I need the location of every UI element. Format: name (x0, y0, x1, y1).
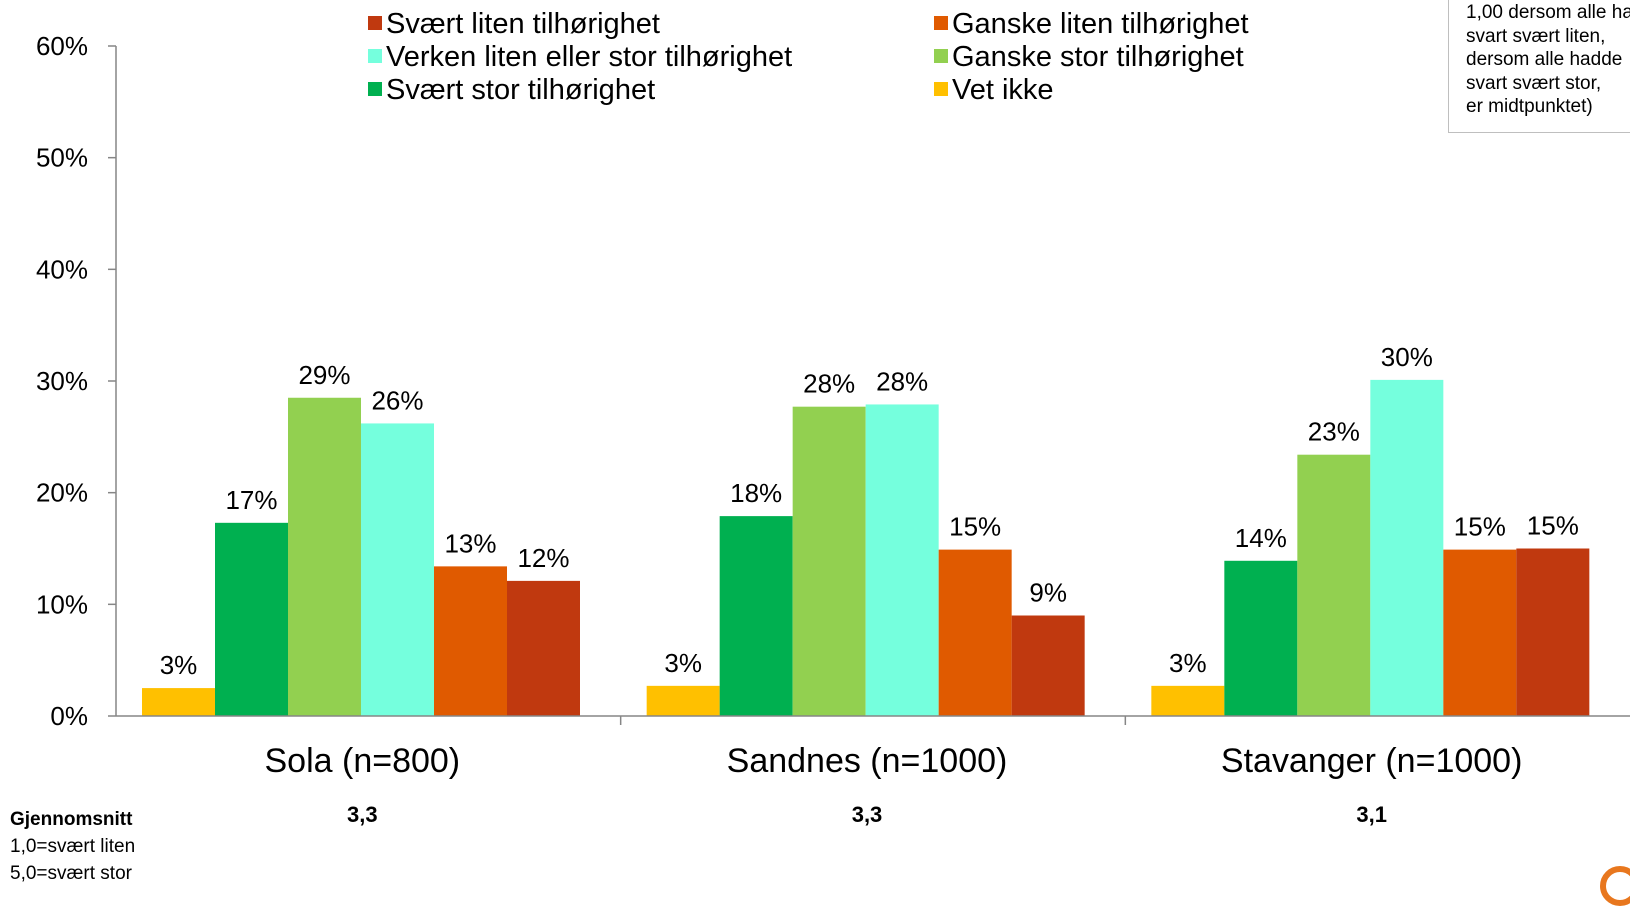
legend-label: Verken liten eller stor tilhørighet (386, 41, 792, 73)
bar-value-label: 15% (1454, 512, 1506, 542)
bar-value-label: 15% (949, 512, 1001, 542)
bar (215, 522, 288, 716)
bar-value-label: 3% (664, 648, 702, 678)
legend-swatch (368, 82, 382, 96)
bar (1011, 615, 1085, 716)
average-scale-high: 5,0=svært stor (10, 863, 132, 884)
chart-legend: Svært liten tilhørighet Ganske liten tilh… (368, 8, 1249, 106)
bar (719, 516, 793, 716)
note-line-4: svart svært stor, (1466, 72, 1602, 94)
bar-value-label: 26% (371, 385, 423, 415)
legend-swatch (934, 82, 948, 96)
x-category-label: Sandnes (n=1000) (727, 742, 1008, 780)
x-category-label: Stavanger (n=1000) (1221, 742, 1522, 780)
bar (434, 566, 507, 716)
y-tick-label: 50% (36, 143, 88, 173)
bar (938, 549, 1012, 716)
y-tick-label: 10% (36, 589, 88, 619)
y-axis: 0% 10% 20% 30% 40% 50% 60% (36, 31, 117, 731)
note-line-2: svart svært liten, (1466, 25, 1606, 47)
bar (142, 688, 215, 716)
bar-value-label: 28% (876, 366, 928, 396)
x-axis: Sola (n=800) 3,3 Sandnes (n=1000) 3,3 Stavan… (116, 715, 1630, 827)
legend-swatch (934, 49, 948, 63)
bar-groups: 3% 17% 29% 26% 13% 12% 3% 18% 28% 28% 15% 9% 3% 14% 23… (142, 342, 1590, 716)
bar (1297, 454, 1371, 716)
bar-value-label: 17% (225, 485, 277, 515)
bar (792, 406, 866, 716)
bar (507, 580, 580, 716)
bar-value-label: 23% (1308, 417, 1360, 447)
bar-value-label: 3% (160, 650, 198, 680)
bar (865, 404, 939, 716)
note-line-1: 1,00 dersom alle hadde (1466, 2, 1630, 23)
bar (1151, 685, 1225, 716)
average-value: 3,3 (852, 802, 883, 827)
legend-label: Svært liten tilhørighet (386, 8, 660, 40)
bar (646, 685, 720, 716)
logo-icon (1600, 866, 1630, 906)
bar-value-label: 30% (1381, 342, 1433, 372)
bar-chart: Svært liten tilhørighet Ganske liten tilh… (36, 8, 1630, 827)
bar-value-label: 13% (444, 528, 496, 558)
legend-label: Ganske stor tilhørighet (952, 41, 1244, 73)
bar-value-label: 29% (298, 360, 350, 390)
bar-value-label: 18% (730, 478, 782, 508)
legend-label: Svært stor tilhørighet (386, 74, 655, 106)
y-tick-label: 60% (36, 31, 88, 61)
average-legend: Gjennomsnitt 1,0=svært liten 5,0=svært s… (10, 807, 135, 887)
average-scale-low: 1,0=svært liten (10, 836, 136, 857)
bar-value-label: 14% (1235, 523, 1287, 553)
x-category-label: Sola (n=800) (265, 742, 461, 780)
legend-swatch (934, 16, 948, 30)
average-value: 3,3 (347, 802, 378, 827)
bar (1370, 379, 1444, 716)
bar-value-label: 28% (803, 369, 855, 399)
bar-value-label: 3% (1169, 648, 1207, 678)
bar (1443, 549, 1517, 716)
y-tick-label: 0% (50, 701, 88, 731)
legend-swatch (368, 16, 382, 30)
bar-value-label: 15% (1527, 511, 1579, 541)
bar-value-label: 12% (517, 543, 569, 573)
y-tick-label: 40% (36, 254, 88, 284)
average-title: Gjennomsnitt (10, 809, 133, 830)
bar (1224, 560, 1298, 716)
average-value: 3,1 (1356, 802, 1387, 827)
legend-label: Ganske liten tilhørighet (952, 8, 1249, 40)
legend-label: Vet ikke (952, 74, 1054, 106)
note-line-5: er midtpunktet) (1466, 96, 1593, 117)
average-note-box: 1,00 dersom alle hadde svart svært liten… (1448, 0, 1630, 133)
y-tick-label: 30% (36, 366, 88, 396)
bar (288, 397, 361, 716)
legend-swatch (368, 49, 382, 63)
note-line-3: dersom alle hadde (1466, 49, 1623, 70)
bar (1516, 548, 1590, 716)
bar (361, 423, 434, 716)
bar-value-label: 9% (1029, 578, 1067, 608)
y-tick-label: 20% (36, 478, 88, 508)
